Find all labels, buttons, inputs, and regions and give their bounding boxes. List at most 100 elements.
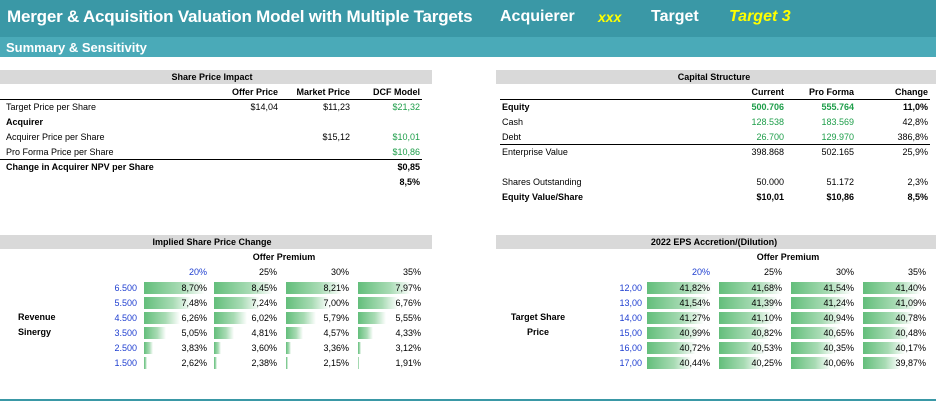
sensitivity-cell[interactable]: 41,40%: [863, 281, 929, 295]
sensitivity-cell[interactable]: 8,45%: [214, 281, 280, 295]
pro-forma-value[interactable]: 51.172: [826, 177, 854, 187]
data-bar: [214, 312, 247, 324]
row-header-value[interactable]: 12,00: [619, 283, 642, 293]
market-value[interactable]: $11,23: [323, 102, 350, 112]
market-value[interactable]: $15,12: [322, 132, 350, 142]
row-header-value[interactable]: 16,00: [619, 343, 642, 353]
row-label: Shares Outstanding: [502, 177, 582, 187]
sensitivity-cell[interactable]: 40,65%: [791, 326, 857, 340]
sensitivity-cell[interactable]: 40,82%: [719, 326, 785, 340]
pro-forma-value[interactable]: 502.165: [821, 147, 854, 157]
row-header-value[interactable]: 2.500: [114, 343, 137, 353]
sensitivity-cell[interactable]: 8,21%: [286, 281, 352, 295]
change-value[interactable]: 2,3%: [907, 177, 928, 187]
current-value[interactable]: 128.538: [751, 117, 784, 127]
sensitivity-cell[interactable]: 3,36%: [286, 341, 352, 355]
cell-value: 5,05%: [181, 328, 207, 338]
npv-change-pct[interactable]: 8,5%: [399, 177, 420, 187]
change-value[interactable]: 11,0%: [902, 102, 928, 112]
cell-value: 39,87%: [895, 358, 926, 368]
premium-col-header[interactable]: 20%: [188, 267, 207, 277]
row-header-value[interactable]: 5.500: [114, 298, 137, 308]
sensitivity-cell[interactable]: 6,76%: [358, 296, 424, 310]
row-header-value[interactable]: 14,00: [619, 313, 642, 323]
sensitivity-cell[interactable]: 2,15%: [286, 356, 352, 370]
sensitivity-cell[interactable]: 40,53%: [719, 341, 785, 355]
sensitivity-cell[interactable]: 40,17%: [863, 341, 929, 355]
sensitivity-cell[interactable]: 6,26%: [144, 311, 210, 325]
sensitivity-cell[interactable]: 5,55%: [358, 311, 424, 325]
sensitivity-cell[interactable]: 40,99%: [647, 326, 713, 340]
sensitivity-cell[interactable]: 41,39%: [719, 296, 785, 310]
divider: [500, 144, 930, 145]
sensitivity-cell[interactable]: 40,94%: [791, 311, 857, 325]
sensitivity-cell[interactable]: 40,48%: [863, 326, 929, 340]
sensitivity-cell[interactable]: 2,62%: [144, 356, 210, 370]
sensitivity-cell[interactable]: 40,78%: [863, 311, 929, 325]
sensitivity-cell[interactable]: 39,87%: [863, 356, 929, 370]
sensitivity-cell[interactable]: 6,02%: [214, 311, 280, 325]
current-value[interactable]: 26.700: [756, 132, 784, 142]
change-value[interactable]: 8,5%: [907, 192, 928, 202]
sensitivity-cell[interactable]: 2,38%: [214, 356, 280, 370]
sensitivity-cell[interactable]: 41,09%: [863, 296, 929, 310]
dcf-value[interactable]: $10,01: [392, 132, 420, 142]
cell-value: 40,48%: [895, 328, 926, 338]
sensitivity-cell[interactable]: 40,06%: [791, 356, 857, 370]
sensitivity-cell[interactable]: 5,05%: [144, 326, 210, 340]
npv-change-value[interactable]: $0,85: [397, 162, 420, 172]
sensitivity-cell[interactable]: 40,72%: [647, 341, 713, 355]
sensitivity-cell[interactable]: 7,97%: [358, 281, 424, 295]
change-value[interactable]: 42,8%: [902, 117, 928, 127]
current-value[interactable]: $10,01: [756, 192, 784, 202]
sensitivity-cell[interactable]: 3,60%: [214, 341, 280, 355]
sensitivity-cell[interactable]: 7,00%: [286, 296, 352, 310]
dcf-value[interactable]: $21,32: [392, 102, 420, 112]
acquirer-value-cell[interactable]: xxx: [598, 9, 622, 25]
row-header-value[interactable]: 4.500: [114, 313, 137, 323]
row-header-value[interactable]: 1.500: [114, 358, 137, 368]
pro-forma-value[interactable]: 183.569: [821, 117, 854, 127]
sensitivity-cell[interactable]: 4,81%: [214, 326, 280, 340]
change-value[interactable]: 386,8%: [897, 132, 928, 142]
sensitivity-cell[interactable]: 4,33%: [358, 326, 424, 340]
sensitivity-cell[interactable]: 8,70%: [144, 281, 210, 295]
current-value[interactable]: 500.706: [751, 102, 784, 112]
sensitivity-cell[interactable]: 41,68%: [719, 281, 785, 295]
pro-forma-value[interactable]: 129.970: [821, 132, 854, 142]
sensitivity-cell[interactable]: 40,35%: [791, 341, 857, 355]
sensitivity-cell[interactable]: 41,10%: [719, 311, 785, 325]
sensitivity-cell[interactable]: 4,57%: [286, 326, 352, 340]
sensitivity-cell[interactable]: 41,24%: [791, 296, 857, 310]
target-value-cell[interactable]: Target 3: [729, 8, 791, 25]
sensitivity-cell[interactable]: 3,83%: [144, 341, 210, 355]
data-bar: [214, 357, 217, 369]
offer-value[interactable]: $14,04: [250, 102, 278, 112]
dcf-value[interactable]: $10,86: [392, 147, 420, 157]
sensitivity-cell[interactable]: 41,54%: [791, 281, 857, 295]
sensitivity-cell[interactable]: 41,82%: [647, 281, 713, 295]
sensitivity-cell[interactable]: 41,27%: [647, 311, 713, 325]
pro-forma-value[interactable]: $10,86: [826, 192, 854, 202]
premium-col-header: 35%: [402, 267, 421, 277]
row-header-value[interactable]: 17,00: [619, 358, 642, 368]
sensitivity-cell[interactable]: 5,79%: [286, 311, 352, 325]
sensitivity-cell[interactable]: 3,12%: [358, 341, 424, 355]
row-header-value[interactable]: 3.500: [114, 328, 137, 338]
row-header-value[interactable]: 6.500: [114, 283, 137, 293]
data-bar: [144, 312, 180, 324]
current-value[interactable]: 50.000: [756, 177, 784, 187]
row-header-value[interactable]: 15,00: [619, 328, 642, 338]
premium-col-header[interactable]: 20%: [691, 267, 710, 277]
change-value[interactable]: 25,9%: [902, 147, 928, 157]
sensitivity-cell[interactable]: 7,48%: [144, 296, 210, 310]
sensitivity-cell[interactable]: 41,54%: [647, 296, 713, 310]
sensitivity-cell[interactable]: 7,24%: [214, 296, 280, 310]
current-value[interactable]: 398.868: [751, 147, 784, 157]
data-bar: [286, 342, 291, 354]
sensitivity-cell[interactable]: 40,25%: [719, 356, 785, 370]
sensitivity-cell[interactable]: 1,91%: [358, 356, 424, 370]
pro-forma-value[interactable]: 555.764: [821, 102, 854, 112]
row-header-value[interactable]: 13,00: [619, 298, 642, 308]
sensitivity-cell[interactable]: 40,44%: [647, 356, 713, 370]
